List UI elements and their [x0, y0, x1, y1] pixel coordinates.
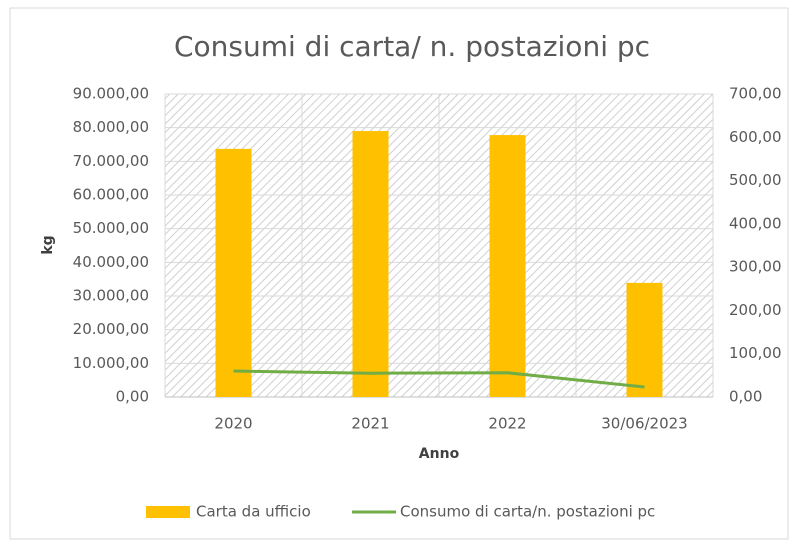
y-tick-label: 20.000,00: [73, 320, 149, 338]
y2-tick-label: 600,00: [729, 128, 782, 146]
y-tick-label: 0,00: [116, 388, 149, 406]
line: [233, 369, 645, 389]
y-tick-label: 70.000,00: [73, 152, 149, 170]
y2-tick-label: 300,00: [729, 258, 782, 276]
x-tick-label: 30/06/2023: [601, 415, 687, 433]
y2-tick-label: 500,00: [729, 171, 782, 189]
legend-label: Carta da ufficio: [196, 503, 311, 521]
y2-tick-label: 400,00: [729, 214, 782, 232]
legend-label: Consumo di carta/n. postazioni pc: [400, 503, 655, 521]
y2-tick-label: 0,00: [729, 388, 762, 406]
legend-swatch: [146, 506, 190, 518]
y-tick-label: 40.000,00: [73, 253, 149, 271]
y-axis-label: kg: [40, 235, 56, 254]
y2-tick-label: 700,00: [729, 85, 782, 103]
y-tick-label: 60.000,00: [73, 186, 149, 204]
x-tick-label: 2022: [488, 415, 526, 433]
y-tick-label: 90.000,00: [73, 85, 149, 103]
x-tick-label: 2021: [351, 415, 389, 433]
y-tick-label: 10.000,00: [73, 354, 149, 372]
bar: [215, 148, 252, 397]
y-tick-label: 30.000,00: [73, 287, 149, 305]
y2-tick-label: 200,00: [729, 301, 782, 319]
x-tick-label: 2020: [214, 415, 252, 433]
y2-tick-label: 100,00: [729, 344, 782, 362]
y-tick-label: 80.000,00: [73, 118, 149, 136]
bar: [626, 282, 663, 397]
bar: [352, 131, 389, 398]
bar: [489, 135, 526, 397]
x-axis-label: Anno: [419, 446, 460, 462]
chart-title: Consumi di carta/ n. postazioni pc: [174, 30, 650, 63]
y-tick-label: 50.000,00: [73, 219, 149, 237]
